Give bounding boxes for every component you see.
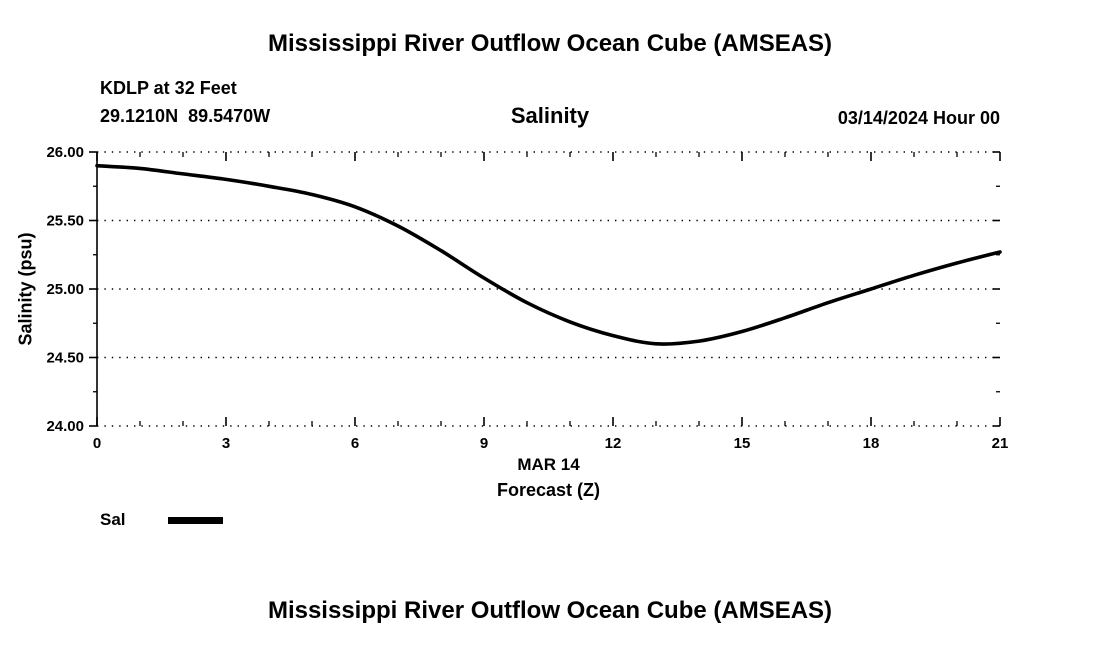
x-tick-label: 0 [93,435,101,452]
coordinates-label: 29.1210N 89.5470W [100,106,271,126]
x-axis-label: Forecast (Z) [496,480,601,500]
x-tick-label: 21 [992,435,1009,452]
x-tick-label: 3 [222,435,230,452]
page-title-bottom: Mississippi River Outflow Ocean Cube (AM… [267,597,833,624]
x-tick-label: 9 [480,435,488,452]
y-tick-label: 24.50 [46,350,84,367]
station-label: KDLP at 32 Feet [100,78,237,98]
x-tick-label: 15 [734,435,751,452]
legend-line-swatch [167,516,223,524]
y-tick-label: 26.00 [46,144,84,161]
forecast-datetime-label: 03/14/2024 Hour 00 [837,108,1000,128]
x-axis-date-label: MAR 14 [517,455,580,474]
legend-series-label: Sal [100,510,126,529]
chart-title: Salinity [510,103,590,128]
y-tick-label: 24.00 [46,418,84,435]
x-tick-label: 12 [605,435,622,452]
y-tick-label: 25.50 [46,213,84,230]
y-tick-label: 25.00 [46,281,84,298]
chart-legend: Sal [100,510,223,530]
x-tick-label: 18 [863,435,880,452]
salinity-series-line [95,163,1002,346]
x-tick-label: 6 [351,435,359,452]
page-title-top: Mississippi River Outflow Ocean Cube (AM… [267,30,833,57]
